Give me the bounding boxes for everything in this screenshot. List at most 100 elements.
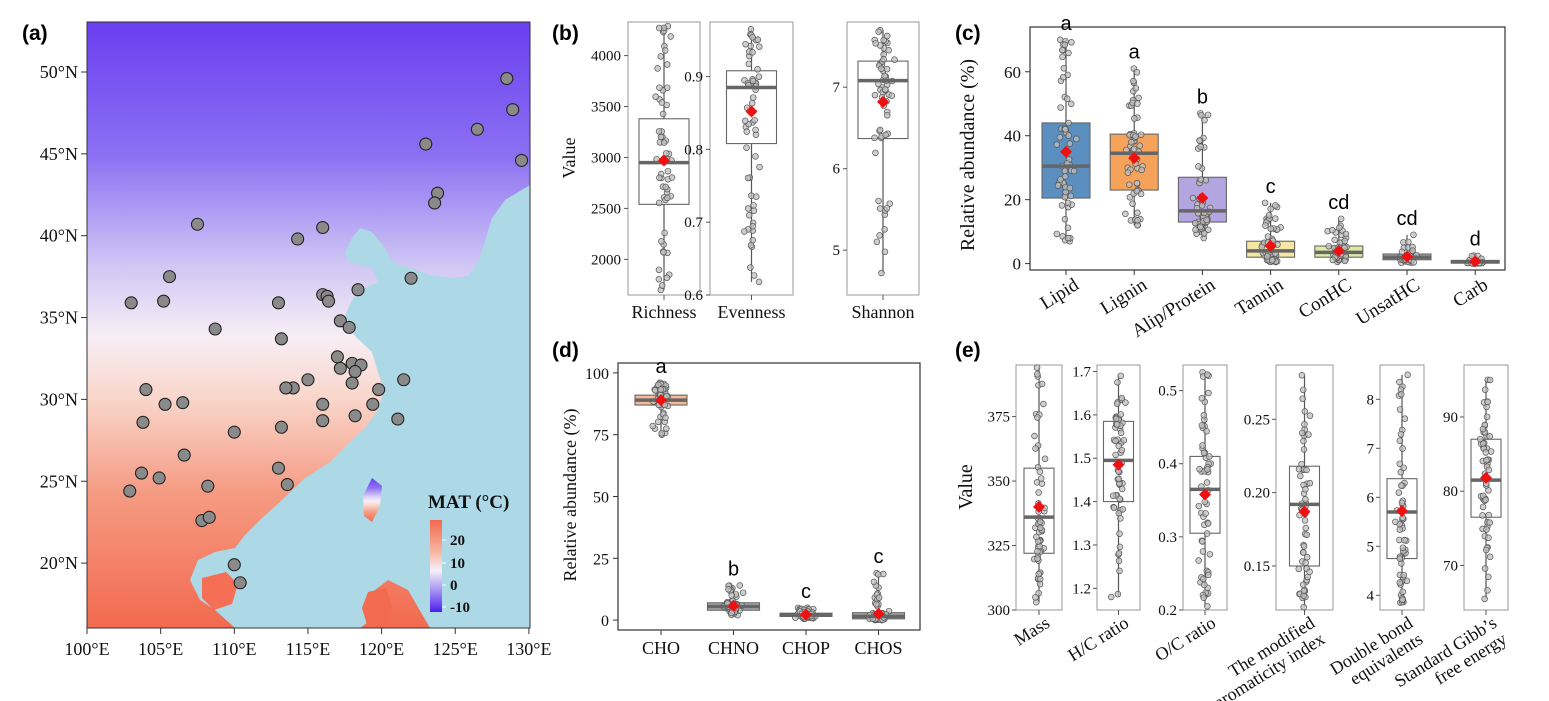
legend-tick-label: -10 — [450, 600, 470, 616]
islands — [362, 588, 392, 628]
data-point — [1484, 587, 1491, 594]
data-point — [1202, 510, 1209, 517]
significance-letter: c — [1266, 176, 1276, 198]
data-point — [1118, 446, 1126, 454]
data-point — [1204, 603, 1211, 610]
data-point — [660, 139, 668, 146]
data-point — [1132, 84, 1140, 92]
data-point — [1301, 421, 1308, 428]
data-point — [1395, 489, 1403, 496]
data-point — [1205, 571, 1212, 579]
data-point — [1410, 259, 1418, 266]
data-point — [1130, 77, 1137, 85]
mean-marker — [1469, 255, 1482, 268]
panel-e-plot: Value 300 325 350 375 1.2 1.3 1.4 1.5 1.6 1.7 0.2 0.… — [955, 364, 1510, 701]
data-point — [1301, 517, 1309, 524]
lon-tick-label: 105°E — [138, 639, 183, 659]
y-tick-label: 1.7 — [1072, 365, 1091, 381]
data-point — [659, 110, 667, 118]
data-point — [1300, 549, 1307, 556]
data-point — [1056, 134, 1064, 141]
data-point — [1483, 456, 1490, 464]
data-point — [655, 128, 663, 135]
data-point — [1036, 468, 1044, 475]
data-point — [657, 386, 665, 393]
data-point — [875, 28, 882, 36]
data-point — [1034, 370, 1041, 378]
data-point — [881, 226, 888, 233]
data-point — [1059, 53, 1066, 61]
y-tick-label: 2000 — [591, 252, 621, 268]
y-tick-label: 1.4 — [1072, 495, 1091, 511]
sampling-site — [274, 420, 288, 434]
data-point — [872, 40, 879, 47]
sampling-site — [428, 196, 442, 210]
data-point — [876, 232, 883, 239]
data-point — [1113, 400, 1121, 407]
data-point — [1035, 489, 1042, 496]
data-point — [664, 167, 672, 175]
category-label: Mass — [1010, 612, 1053, 649]
lon-tick-label: 130°E — [506, 639, 551, 659]
mat-legend: MAT (°C) 20 10 0 -10 — [428, 492, 509, 616]
mean-marker — [727, 599, 740, 612]
data-point — [1397, 391, 1405, 398]
data-point — [1116, 530, 1123, 537]
data-point — [1409, 247, 1416, 254]
y-tick-label: 0 — [1013, 255, 1022, 274]
data-point — [663, 61, 671, 68]
data-point — [1199, 442, 1206, 449]
data-point — [1482, 449, 1490, 456]
data-point — [1268, 257, 1276, 264]
sampling-site — [372, 383, 386, 397]
y-tick-label: 80 — [1443, 484, 1458, 500]
data-point — [883, 205, 891, 212]
data-point — [663, 274, 671, 281]
data-point — [883, 111, 891, 119]
data-point — [1331, 236, 1338, 244]
data-point — [1392, 518, 1399, 526]
data-point — [1034, 548, 1041, 555]
data-point — [1061, 216, 1069, 223]
data-point — [655, 266, 663, 274]
data-point — [1137, 131, 1145, 138]
taiwan-island — [363, 478, 382, 522]
data-point — [1396, 526, 1404, 533]
data-point — [1059, 46, 1066, 54]
significance-letter: b — [1197, 86, 1208, 108]
data-point — [1341, 257, 1349, 265]
data-point — [1110, 504, 1118, 511]
sampling-site — [506, 103, 520, 117]
data-point — [1305, 431, 1312, 438]
data-point — [1064, 224, 1072, 232]
data-point — [656, 84, 663, 91]
data-point — [1065, 49, 1072, 57]
data-point — [1396, 555, 1404, 562]
data-point — [1203, 479, 1211, 486]
panel-a: (a) 100°E 105°E 110°E 115°E 120°E 125°E 130°E 5… — [22, 21, 552, 659]
sampling-site — [139, 383, 153, 397]
data-point — [1205, 389, 1212, 397]
category-label: Lignin — [1097, 274, 1152, 319]
data-point — [747, 264, 754, 271]
data-point — [1483, 413, 1491, 421]
data-point — [1114, 590, 1122, 598]
data-point — [1034, 555, 1041, 562]
data-point — [1117, 372, 1125, 380]
data-point — [1482, 546, 1490, 554]
panel-d-ylabel: Relative abundance (%) — [560, 409, 581, 582]
lat-tick-label: 50°N — [40, 62, 78, 82]
sampling-site — [124, 296, 138, 310]
data-point — [1109, 492, 1117, 499]
sampling-site — [158, 397, 172, 411]
sampling-site — [227, 425, 241, 439]
y-tick-label: 25 — [593, 551, 609, 568]
data-point — [1065, 119, 1072, 127]
panel-c-plot: Relative abundance (%) 0 20 40 60 a Lipid a Lign… — [957, 13, 1506, 342]
data-point — [745, 60, 753, 68]
panel-b-ylabel: Value — [559, 137, 579, 178]
data-point — [752, 153, 759, 160]
significance-letter: a — [655, 356, 667, 378]
data-point — [749, 94, 757, 101]
sampling-site — [500, 71, 514, 86]
